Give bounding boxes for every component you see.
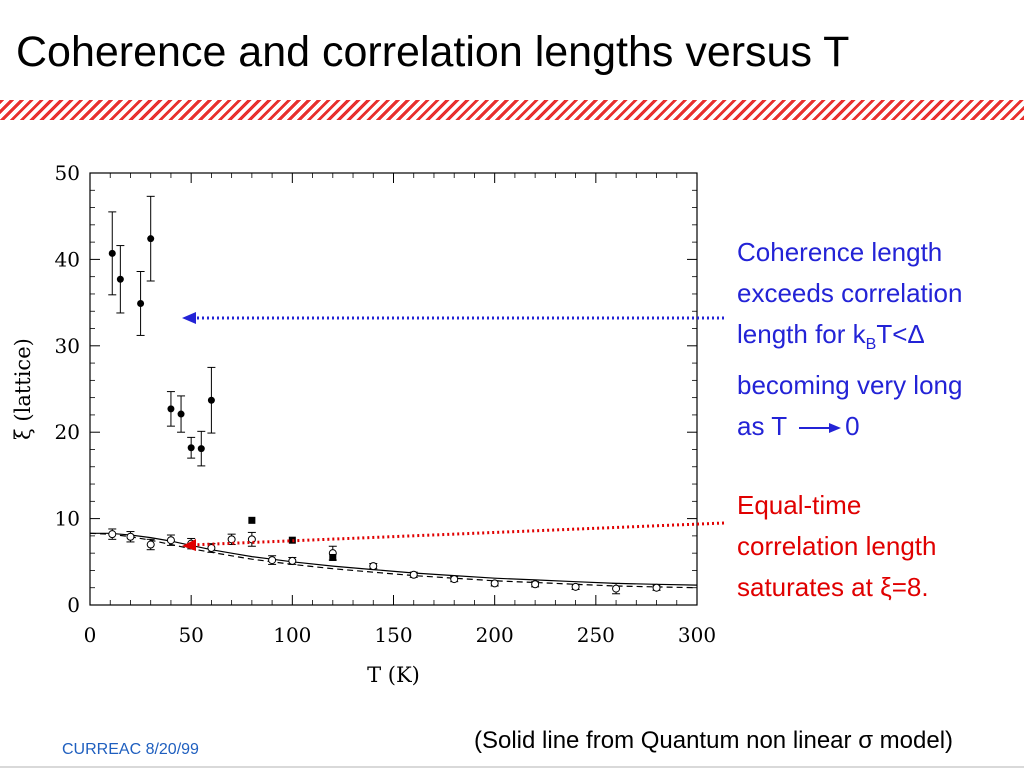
y-tick-label: 20 bbox=[55, 420, 80, 444]
blue-arrow-head bbox=[182, 312, 196, 324]
y-tick-label: 50 bbox=[55, 161, 80, 185]
data-point-open-circle bbox=[207, 543, 216, 552]
data-point-open-circle bbox=[288, 556, 297, 565]
x-tick-label: 250 bbox=[577, 623, 615, 647]
y-axis-label: ξ (lattice) bbox=[11, 338, 35, 440]
plot-frame bbox=[89, 172, 698, 606]
data-point-filled-circle bbox=[177, 410, 185, 418]
x-tick-label: 0 bbox=[84, 623, 97, 647]
data-point-filled-square bbox=[288, 536, 296, 544]
data-point-filled-square bbox=[329, 553, 337, 561]
data-point-open-circle bbox=[409, 570, 418, 579]
data-point-filled-circle bbox=[108, 249, 116, 257]
data-point-open-circle bbox=[126, 532, 135, 541]
correlation-line-2: correlation length bbox=[737, 531, 937, 561]
data-point-open-circle bbox=[369, 562, 378, 571]
data-point-filled-circle bbox=[137, 299, 145, 307]
x-axis-label: T (K) bbox=[367, 663, 420, 687]
footer-divider bbox=[0, 766, 1024, 768]
data-point-filled-circle bbox=[207, 396, 215, 404]
slide-title: Coherence and correlation lengths versus… bbox=[16, 28, 850, 76]
coherence-line-3: length for kBT<Δ bbox=[737, 319, 925, 354]
data-point-open-circle bbox=[227, 535, 236, 544]
data-point-open-circle bbox=[450, 575, 459, 584]
coherence-line-2: exceeds correlation bbox=[737, 278, 963, 308]
data-point-filled-square bbox=[248, 516, 256, 524]
data-point-open-circle bbox=[571, 582, 580, 591]
red-arrow-head bbox=[182, 539, 196, 551]
y-tick-label: 30 bbox=[55, 334, 80, 358]
data-point-filled-circle bbox=[167, 405, 175, 413]
model-curve-solid bbox=[90, 532, 698, 586]
footer-conference-date: CURREAC 8/20/99 bbox=[62, 741, 199, 758]
data-point-open-circle bbox=[652, 583, 661, 592]
correlation-line-3: saturates at ξ=8. bbox=[737, 572, 929, 602]
x-tick-label: 200 bbox=[476, 623, 514, 647]
data-point-open-circle bbox=[612, 584, 621, 593]
x-tick-label: 150 bbox=[374, 623, 412, 647]
data-point-open-circle bbox=[268, 556, 277, 565]
model-curve-dashed bbox=[89, 532, 698, 589]
title-underline-hatch bbox=[0, 100, 1024, 120]
y-tick-label: 40 bbox=[55, 247, 80, 271]
coherence-annotation: Coherence length exceeds correlation len… bbox=[737, 232, 962, 447]
data-point-open-circle bbox=[166, 536, 175, 545]
data-point-filled-circle bbox=[197, 445, 205, 453]
data-point-open-circle bbox=[531, 580, 540, 589]
correlation-annotation: Equal-time correlation length saturates … bbox=[737, 485, 936, 608]
data-point-open-circle bbox=[146, 540, 155, 549]
data-point-filled-circle bbox=[187, 444, 195, 452]
correlation-line-1: Equal-time bbox=[737, 490, 862, 520]
chart: 0 50 100 150 200 250 300 0 10 20 30 40 50 T (K) ξ (lat… bbox=[11, 161, 725, 687]
x-tick-label: 50 bbox=[178, 623, 203, 647]
data-point-filled-circle bbox=[147, 235, 155, 243]
data-point-filled-circle bbox=[116, 275, 124, 283]
data-point-open-circle bbox=[490, 579, 499, 588]
y-tick-label: 10 bbox=[55, 507, 80, 531]
data-point-open-circle bbox=[108, 530, 117, 539]
red-dotted-arrow-line bbox=[189, 521, 725, 547]
y-tick-label: 0 bbox=[67, 593, 80, 617]
x-tick-label: 100 bbox=[273, 623, 311, 647]
right-arrow-icon bbox=[799, 423, 842, 434]
coherence-line-1: Coherence length bbox=[737, 237, 943, 267]
model-footnote: (Solid line from Quantum non linear σ mo… bbox=[474, 727, 954, 754]
x-tick-label: 300 bbox=[678, 623, 716, 647]
coherence-line-4: becoming very long bbox=[737, 370, 963, 401]
